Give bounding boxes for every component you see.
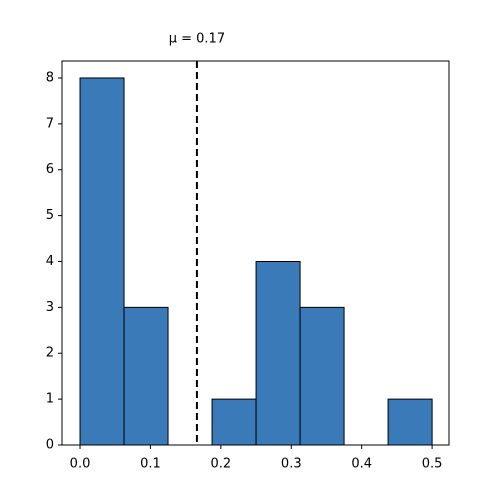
bar (387, 398, 433, 446)
plot-frame (61, 60, 450, 446)
y-tick-label: 2 (46, 346, 54, 361)
x-tick-label: 0.1 (140, 457, 161, 472)
x-tick-label: 0.3 (281, 457, 302, 472)
x-tick-label: 0.4 (351, 457, 372, 472)
bar (79, 77, 125, 446)
y-tick-label: 0 (46, 438, 54, 453)
x-tick-label: 0.2 (211, 457, 232, 472)
bar (123, 306, 169, 446)
bar (211, 398, 257, 446)
y-tick-label: 8 (46, 70, 54, 85)
y-tick-label: 4 (46, 254, 54, 269)
mean-label: μ = 0.17 (169, 32, 225, 47)
y-tick-label: 3 (46, 300, 54, 315)
bar (299, 306, 345, 446)
y-tick-label: 1 (46, 392, 54, 407)
x-tick-label: 0.5 (422, 457, 443, 472)
bar (255, 260, 301, 446)
x-tick-label: 0.0 (70, 457, 91, 472)
y-tick-label: 6 (46, 162, 54, 177)
y-tick-label: 5 (46, 208, 54, 223)
y-tick-label: 7 (46, 116, 54, 131)
